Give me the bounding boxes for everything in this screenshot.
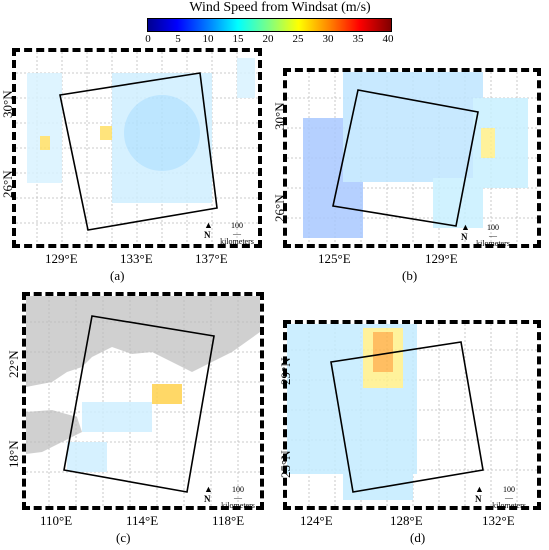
lat-label: 26°N: [0, 170, 15, 198]
colorbar-tick: 20: [262, 33, 274, 45]
lon-label: 129°E: [425, 251, 458, 266]
lat-label: 30°N: [272, 102, 287, 130]
colorbar: [147, 18, 392, 32]
scale-bar: 100— kilometers: [221, 485, 255, 510]
sar-footprint: [63, 315, 215, 493]
lon-label: 114°E: [126, 513, 159, 528]
map-canvas: [287, 72, 537, 244]
panel-caption: (a): [110, 268, 125, 283]
map-panel-a: ▲ N 100— kilometers: [12, 48, 262, 248]
lon-label: 128°E: [390, 513, 423, 528]
map-frame: [283, 68, 541, 248]
colorbar-tick: 40: [382, 33, 394, 45]
sar-footprint: [330, 341, 484, 493]
colorbar-tick: 10: [202, 33, 214, 45]
sar-footprint: [59, 72, 218, 231]
lon-label: 133°E: [120, 251, 153, 266]
wind-field: [287, 324, 417, 500]
colorbar-title: Wind Speed from Windsat (m/s): [189, 0, 371, 15]
lat-label: 25°N: [278, 450, 293, 478]
map-frame: [283, 320, 541, 510]
colorbar-tick: 15: [232, 33, 244, 45]
panel-caption: (d): [410, 530, 426, 545]
lon-label: 129°E: [45, 251, 78, 266]
colorbar-tick: 0: [145, 33, 151, 45]
scale-bar: 100— kilometers: [492, 485, 526, 510]
lat-label: 30°N: [0, 90, 15, 118]
lat-label: 29°N: [278, 357, 293, 385]
lat-label: 26°N: [272, 194, 287, 222]
lat-label: 18°N: [6, 440, 21, 468]
landmass: [26, 296, 260, 454]
scale-bar: 100— kilometers: [476, 223, 510, 248]
colorbar-tick: 35: [352, 33, 364, 45]
colorbar-tick: 25: [292, 33, 304, 45]
north-arrow: ▲ N: [204, 484, 213, 504]
colorbar-tick: 5: [175, 33, 181, 45]
wind-field: [27, 58, 255, 203]
map-panel-b: ▲ N 100— kilometers: [283, 68, 541, 248]
map-panel-d: ▲ N 100— kilometers: [283, 320, 541, 510]
north-arrow: ▲ N: [461, 222, 470, 242]
lon-label: 137°E: [195, 251, 228, 266]
map-frame: [12, 48, 262, 248]
scale-bar: 100— kilometers: [220, 221, 254, 246]
north-arrow: ▲ N: [204, 220, 213, 240]
panel-caption: (c): [116, 530, 131, 545]
map-frame: [22, 292, 264, 510]
lon-label: 118°E: [212, 513, 245, 528]
wind-field: [67, 384, 182, 472]
lat-label: 22°N: [6, 350, 21, 378]
map-panel-c: ▲ N 100— kilometers: [22, 292, 264, 510]
lon-label: 124°E: [300, 513, 333, 528]
map-canvas: [16, 52, 258, 244]
colorbar-tick: 30: [322, 33, 334, 45]
sar-footprint: [332, 89, 479, 227]
map-canvas: [287, 324, 537, 506]
wind-field: [303, 72, 528, 238]
lon-label: 132°E: [482, 513, 515, 528]
panel-caption: (b): [402, 268, 418, 283]
lon-label: 125°E: [318, 251, 351, 266]
map-canvas: [26, 296, 260, 506]
north-arrow: ▲ N: [475, 484, 484, 504]
lon-label: 110°E: [40, 513, 73, 528]
